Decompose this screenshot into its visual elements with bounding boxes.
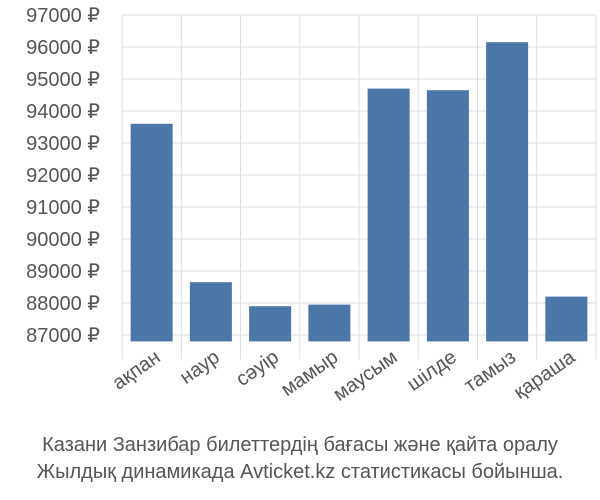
y-tick-label: 89000 ₽ [26,261,100,283]
x-category-label: наур [176,346,224,389]
y-tick-label: 93000 ₽ [26,133,100,155]
y-tick-label: 88000 ₽ [26,293,100,315]
y-tick-label: 87000 ₽ [26,325,100,347]
bar-7 [486,42,529,342]
bar-chart: 87000 ₽ 88000 ₽ 89000 ₽ 90000 ₽ 91000 ₽ 92000… [26,5,597,406]
x-category-label: маусым [329,346,401,406]
caption-line-2: Жылдық динамикада Avticket.kz статистика… [36,461,564,483]
y-tick-label: 97000 ₽ [26,5,100,27]
y-tick-label: 95000 ₽ [26,69,100,91]
y-tick-label: 90000 ₽ [26,229,100,251]
bar-3 [249,306,292,342]
bar-1 [130,123,173,342]
bars [130,42,588,342]
bar-8 [545,296,588,342]
bar-5 [367,88,410,342]
y-tick-label: 94000 ₽ [26,101,100,123]
gridlines [121,14,597,360]
x-category-label: тамыз [460,346,520,397]
bar-4 [308,304,351,342]
y-tick-label: 91000 ₽ [26,197,100,219]
caption-line-1: Казани Занзибар билеттердің бағасы және … [42,434,558,456]
bar-2 [189,282,232,342]
y-tick-label: 96000 ₽ [26,37,100,59]
x-category-label: шілде [403,346,461,396]
y-axis-ticks: 87000 ₽ 88000 ₽ 89000 ₽ 90000 ₽ 91000 ₽ 92000… [26,5,100,347]
y-tick-label: 92000 ₽ [26,165,100,187]
x-category-label: сәуір [232,346,283,391]
bar-6 [426,90,469,342]
x-category-label: қараша [510,346,580,404]
x-category-label: ақпан [109,346,165,394]
